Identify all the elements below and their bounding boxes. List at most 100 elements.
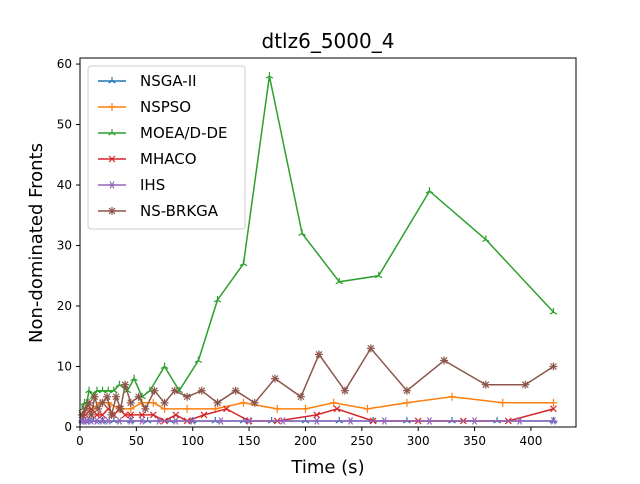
- data-point: [231, 386, 240, 395]
- legend-label: IHS: [140, 176, 165, 194]
- y-tick-label: 60: [57, 57, 72, 71]
- data-point: [440, 356, 449, 365]
- x-tick-label: 50: [129, 434, 144, 448]
- legend: NSGA-II NSPSO MOEA/D-DE MHACO IHS NS-BRKGA: [87, 65, 246, 230]
- data-point: [333, 405, 341, 413]
- data-point: [549, 417, 558, 425]
- data-point: [90, 392, 99, 401]
- x-tick-label: 300: [407, 434, 430, 448]
- data-point: [271, 374, 280, 383]
- data-point: [213, 398, 222, 407]
- data-point: [104, 417, 113, 425]
- data-point: [183, 392, 192, 401]
- data-point: [402, 386, 411, 395]
- data-point: [115, 380, 124, 388]
- data-point: [171, 417, 180, 425]
- plot-frame: [79, 57, 577, 428]
- legend-marker: [108, 155, 116, 163]
- y-tick-label: 30: [57, 239, 72, 253]
- data-point: [278, 417, 287, 425]
- x-tick-label: 400: [519, 434, 542, 448]
- data-point: [103, 392, 112, 401]
- data-point: [239, 259, 248, 267]
- data-point: [448, 392, 456, 401]
- data-point: [194, 356, 203, 363]
- data-point: [110, 386, 118, 394]
- legend-label: NS-BRKGA: [140, 202, 219, 220]
- legend-marker: [108, 103, 116, 111]
- data-point: [329, 398, 338, 407]
- data-point: [402, 398, 411, 407]
- data-point: [273, 404, 282, 413]
- legend-label: MHACO: [140, 150, 197, 168]
- plot-area: [78, 72, 558, 425]
- series-ihs: [78, 417, 558, 425]
- x-axis-label: Time (s): [290, 457, 364, 478]
- data-point: [265, 72, 274, 79]
- data-point: [223, 405, 230, 413]
- y-axis-ticks: 0 10 20 30 40 50 60: [57, 57, 80, 434]
- data-point: [116, 404, 125, 413]
- data-point: [216, 417, 225, 425]
- data-point: [160, 362, 169, 370]
- data-point: [149, 411, 157, 419]
- data-point: [250, 398, 259, 407]
- data-point: [549, 308, 558, 315]
- data-point: [470, 417, 479, 425]
- x-tick-label: 250: [350, 434, 373, 448]
- data-point: [314, 350, 323, 359]
- data-point: [245, 417, 254, 425]
- data-point: [85, 398, 94, 407]
- y-axis-label: Non-dominated Fronts: [26, 143, 47, 343]
- data-point: [126, 398, 135, 407]
- data-point: [213, 295, 222, 303]
- data-point: [346, 417, 355, 425]
- data-point: [298, 229, 306, 236]
- data-point: [85, 386, 93, 394]
- x-axis-ticks: 0 50 100 150 200 250 300 350 400: [76, 427, 542, 448]
- data-point: [81, 404, 90, 413]
- data-point: [313, 411, 321, 419]
- legend-marker: [108, 181, 116, 189]
- y-tick-label: 0: [64, 420, 72, 434]
- legend-item: IHS: [98, 176, 165, 194]
- data-point: [150, 386, 159, 395]
- data-point: [374, 271, 383, 279]
- data-point: [335, 277, 344, 285]
- data-point: [94, 404, 103, 413]
- data-point: [115, 417, 124, 425]
- legend-item: MOEA/D-DE: [98, 124, 228, 142]
- legend-item: NS-BRKGA: [98, 202, 219, 220]
- x-tick-label: 150: [238, 434, 261, 448]
- chart-title: dtlz6_5000_4: [262, 29, 395, 53]
- data-point: [498, 398, 507, 407]
- data-point: [515, 417, 524, 425]
- data-point: [87, 410, 96, 419]
- legend-box: [87, 65, 246, 230]
- data-point: [239, 398, 248, 407]
- data-point: [93, 411, 101, 419]
- data-point: [296, 392, 305, 401]
- data-point: [107, 410, 116, 419]
- data-point: [521, 380, 530, 389]
- data-point: [154, 417, 163, 425]
- data-point: [121, 380, 130, 389]
- data-point: [550, 405, 557, 413]
- legend-marker: [108, 77, 116, 84]
- data-point: [301, 404, 310, 413]
- data-point: [363, 404, 372, 413]
- data-point: [200, 411, 208, 419]
- y-tick-label: 20: [57, 299, 72, 313]
- data-point: [481, 380, 490, 389]
- data-point: [98, 398, 107, 407]
- legend-marker: [108, 129, 116, 136]
- data-point: [99, 411, 106, 419]
- x-tick-label: 0: [76, 434, 84, 448]
- data-point: [138, 417, 146, 425]
- data-point: [127, 411, 135, 419]
- data-point: [134, 392, 143, 401]
- y-tick-label: 50: [57, 118, 72, 132]
- data-point: [549, 362, 558, 371]
